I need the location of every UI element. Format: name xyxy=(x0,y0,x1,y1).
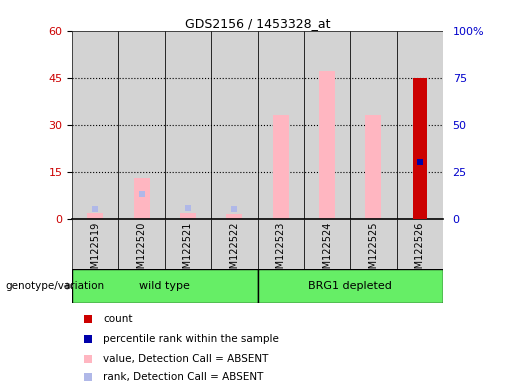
Bar xyxy=(72,269,258,303)
Bar xyxy=(258,219,304,269)
Text: GSM122520: GSM122520 xyxy=(136,221,147,281)
Bar xyxy=(304,31,350,219)
Text: GSM122526: GSM122526 xyxy=(415,221,425,281)
Bar xyxy=(118,31,165,219)
Bar xyxy=(413,78,426,219)
Text: wild type: wild type xyxy=(140,281,190,291)
Bar xyxy=(304,219,350,269)
Bar xyxy=(258,31,304,219)
Bar xyxy=(87,213,104,219)
Title: GDS2156 / 1453328_at: GDS2156 / 1453328_at xyxy=(185,17,330,30)
Bar xyxy=(350,31,397,219)
Bar xyxy=(272,116,289,219)
Text: GSM122521: GSM122521 xyxy=(183,221,193,281)
Bar xyxy=(133,178,150,219)
Text: GSM122524: GSM122524 xyxy=(322,221,332,281)
Text: GSM122522: GSM122522 xyxy=(229,221,239,281)
Text: GSM122523: GSM122523 xyxy=(276,221,286,281)
Bar xyxy=(258,269,443,303)
Text: GSM122519: GSM122519 xyxy=(90,221,100,281)
Bar xyxy=(211,219,258,269)
Bar xyxy=(72,31,118,219)
Bar xyxy=(365,116,382,219)
Text: genotype/variation: genotype/variation xyxy=(5,281,104,291)
Text: BRG1 depleted: BRG1 depleted xyxy=(308,281,392,291)
Bar xyxy=(397,31,443,219)
Bar xyxy=(180,213,196,219)
Bar xyxy=(165,219,211,269)
Bar xyxy=(319,71,335,219)
Bar xyxy=(397,219,443,269)
Bar xyxy=(211,31,258,219)
Text: rank, Detection Call = ABSENT: rank, Detection Call = ABSENT xyxy=(103,372,264,382)
Bar xyxy=(165,31,211,219)
Bar xyxy=(350,219,397,269)
Bar xyxy=(118,219,165,269)
Bar xyxy=(72,219,118,269)
Text: count: count xyxy=(103,314,132,324)
Text: percentile rank within the sample: percentile rank within the sample xyxy=(103,334,279,344)
Text: GSM122525: GSM122525 xyxy=(368,221,379,281)
Text: value, Detection Call = ABSENT: value, Detection Call = ABSENT xyxy=(103,354,268,364)
Bar xyxy=(226,214,243,219)
